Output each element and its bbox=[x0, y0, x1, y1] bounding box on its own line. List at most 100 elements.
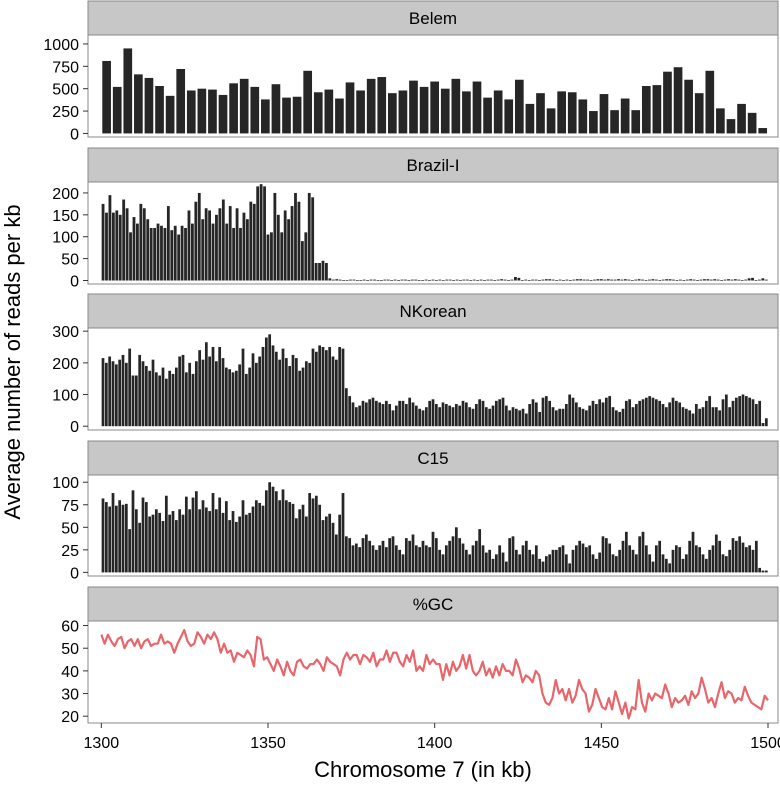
bar bbox=[664, 407, 668, 427]
bar bbox=[754, 404, 758, 427]
bar bbox=[241, 348, 245, 427]
bar bbox=[531, 399, 535, 427]
bar bbox=[284, 358, 288, 427]
bar bbox=[132, 217, 136, 281]
bar bbox=[517, 277, 521, 281]
bar bbox=[248, 512, 252, 573]
bar bbox=[498, 545, 502, 573]
bar bbox=[741, 394, 745, 427]
bar bbox=[303, 70, 313, 134]
bar bbox=[138, 522, 142, 573]
y-tick-label: 150 bbox=[52, 208, 79, 225]
bar bbox=[724, 394, 728, 427]
bar bbox=[701, 407, 705, 427]
bar bbox=[294, 358, 298, 427]
bar bbox=[568, 563, 572, 573]
bar bbox=[298, 509, 302, 573]
bar bbox=[177, 234, 181, 281]
bar bbox=[388, 93, 397, 134]
facet-strip-label: Belem bbox=[409, 9, 457, 28]
bar bbox=[351, 545, 355, 573]
bar bbox=[591, 400, 595, 427]
bar bbox=[371, 397, 375, 427]
bar bbox=[737, 279, 741, 281]
bar bbox=[551, 549, 555, 573]
bar bbox=[163, 227, 167, 281]
bar bbox=[366, 78, 376, 134]
bar bbox=[142, 208, 146, 281]
bar bbox=[354, 543, 358, 573]
bar bbox=[341, 348, 345, 427]
bar bbox=[737, 103, 746, 134]
bar bbox=[758, 128, 768, 134]
bar bbox=[314, 351, 318, 427]
bar bbox=[534, 545, 538, 573]
bar bbox=[304, 516, 308, 573]
bar bbox=[747, 278, 751, 281]
bar bbox=[311, 498, 315, 573]
bar bbox=[476, 280, 480, 281]
bar bbox=[270, 232, 273, 281]
bar bbox=[218, 208, 222, 281]
bar bbox=[318, 504, 322, 573]
bar bbox=[273, 192, 277, 281]
bar bbox=[584, 410, 588, 427]
bar bbox=[404, 538, 408, 573]
bar bbox=[731, 538, 735, 573]
bar bbox=[215, 214, 218, 281]
bar bbox=[716, 279, 720, 281]
bar bbox=[174, 520, 178, 573]
bar bbox=[714, 407, 718, 427]
bar bbox=[136, 223, 139, 281]
bar bbox=[716, 108, 725, 134]
bar bbox=[673, 67, 683, 134]
bar bbox=[574, 402, 578, 427]
bar bbox=[414, 405, 418, 427]
facet-strip-label: Brazil-I bbox=[407, 156, 460, 175]
bar bbox=[431, 399, 435, 427]
y-tick-label: 750 bbox=[52, 59, 79, 76]
bar bbox=[578, 407, 582, 427]
bar bbox=[428, 400, 432, 427]
bar bbox=[204, 208, 208, 281]
bar bbox=[139, 203, 143, 281]
bar bbox=[292, 96, 302, 134]
bar bbox=[454, 404, 458, 427]
bar bbox=[681, 407, 685, 427]
bar bbox=[390, 280, 394, 281]
x-tick-label: 1350 bbox=[250, 735, 286, 752]
bar bbox=[494, 554, 498, 573]
bar bbox=[401, 400, 405, 427]
bar bbox=[468, 554, 472, 573]
bar bbox=[249, 201, 253, 281]
bar bbox=[461, 400, 465, 427]
bar bbox=[251, 506, 255, 573]
bar bbox=[638, 400, 642, 427]
bar bbox=[564, 554, 568, 573]
bar bbox=[521, 408, 525, 427]
bar bbox=[118, 359, 122, 427]
bar bbox=[511, 536, 515, 573]
bar bbox=[691, 531, 695, 573]
bar bbox=[345, 82, 355, 134]
bar bbox=[733, 279, 737, 281]
bar bbox=[304, 232, 308, 281]
bar bbox=[374, 549, 378, 573]
bar bbox=[696, 280, 699, 281]
bar bbox=[154, 509, 158, 573]
bar bbox=[740, 280, 744, 281]
bar bbox=[578, 99, 588, 134]
bar bbox=[201, 359, 205, 427]
bar bbox=[718, 410, 722, 427]
bar bbox=[419, 86, 429, 134]
bar bbox=[488, 549, 492, 573]
bar bbox=[572, 279, 576, 281]
bar bbox=[224, 367, 228, 427]
bar bbox=[391, 410, 395, 427]
bar bbox=[214, 509, 218, 573]
bar bbox=[738, 536, 742, 573]
bar bbox=[504, 99, 514, 134]
bar bbox=[634, 279, 638, 281]
bar bbox=[644, 545, 648, 573]
bar bbox=[511, 407, 515, 427]
